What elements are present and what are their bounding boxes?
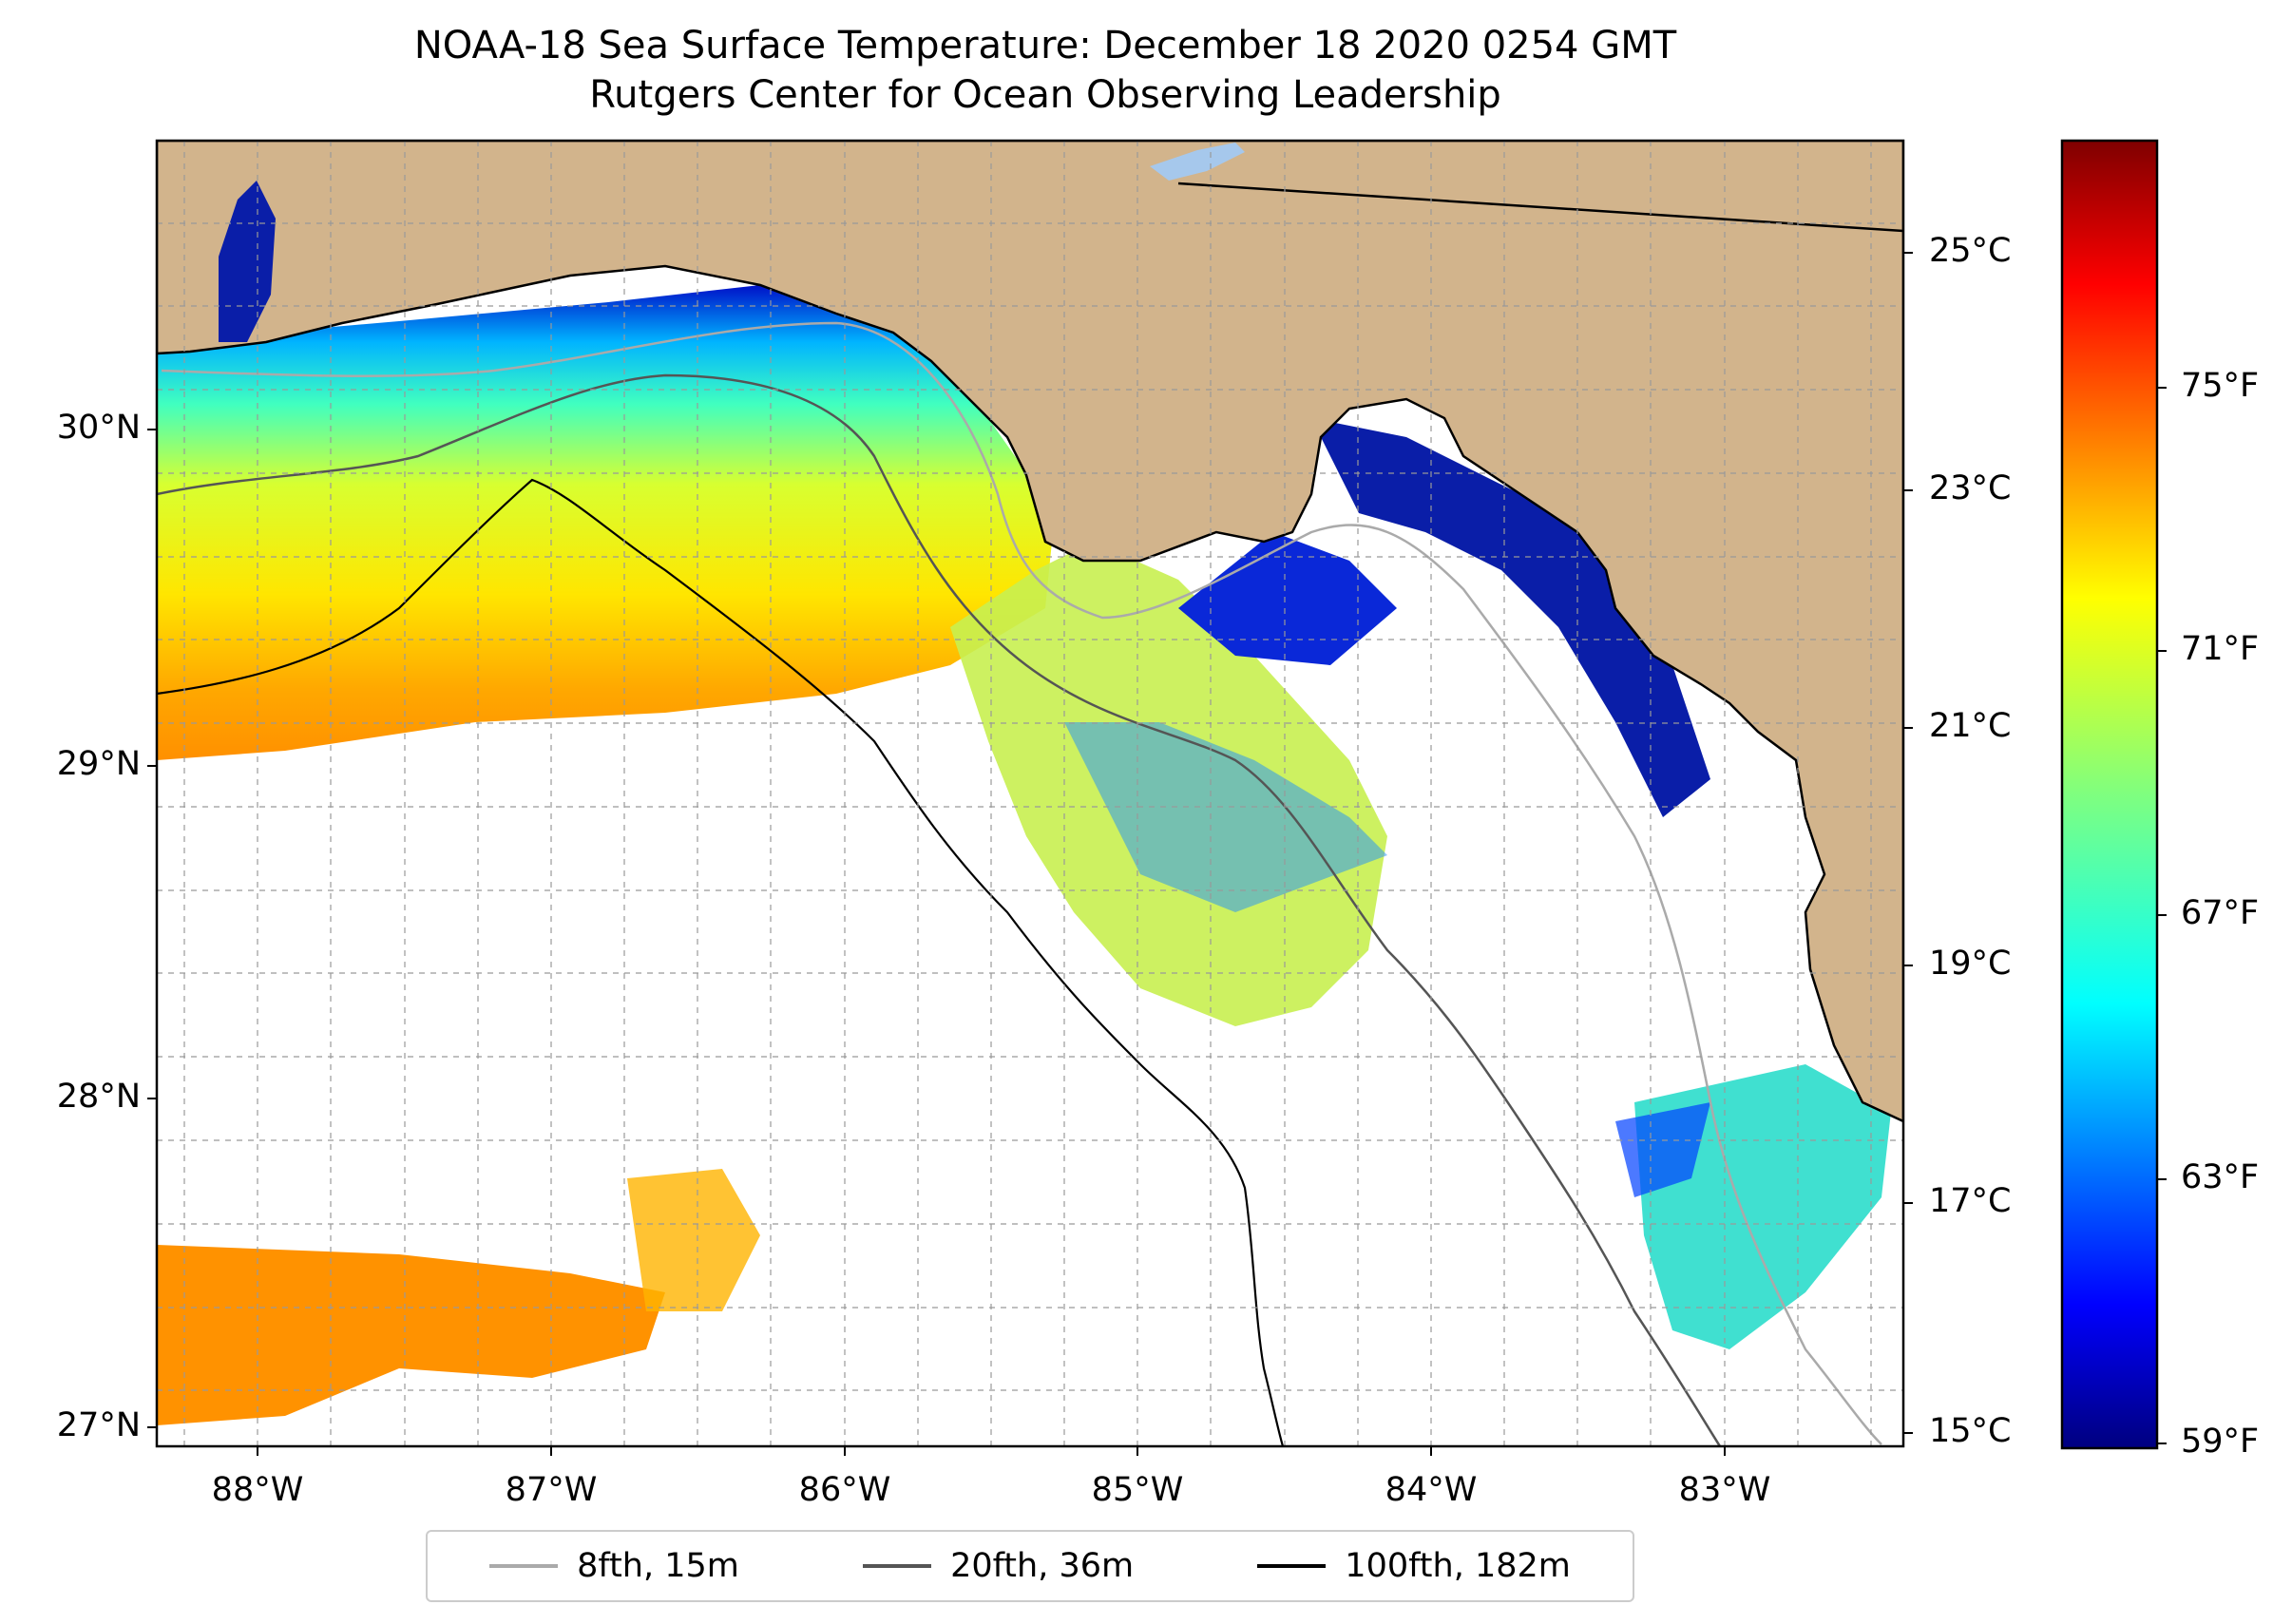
celsius-tick-label: 19°C — [1929, 945, 2012, 983]
sst-bigbend-field — [1178, 532, 1397, 665]
fahrenheit-tick-label: 71°F — [2181, 630, 2260, 668]
sst-tampa-cool — [1615, 1102, 1710, 1197]
mobile-bay — [219, 181, 276, 342]
fahrenheit-tick-label: 75°F — [2181, 367, 2260, 405]
celsius-tick-label: 25°C — [1929, 232, 2012, 270]
legend-item-15m: 8fth, 15m — [489, 1547, 739, 1585]
sst-west-field — [157, 285, 1055, 760]
fahrenheit-tick-label: 59°F — [2181, 1423, 2260, 1461]
map-subtitle: Rutgers Center for Ocean Observing Leade… — [589, 73, 1501, 117]
legend-swatch-gray-dark — [863, 1564, 932, 1568]
lat-tick-label: 27°N — [56, 1406, 141, 1444]
lon-tick-label: 84°W — [1385, 1471, 1478, 1509]
legend-swatch-black — [1257, 1564, 1327, 1568]
celsius-tick-label: 23°C — [1929, 469, 2012, 507]
graticule — [157, 141, 1903, 1446]
lat-tick-label: 29°N — [56, 745, 141, 783]
sst-central-cool — [1064, 722, 1387, 912]
state-border — [1177, 182, 1903, 233]
sst-apalachee-field — [1311, 418, 1710, 817]
sst-south-warm — [157, 1245, 665, 1425]
lon-tick-label: 85°W — [1091, 1471, 1184, 1509]
lon-tick-label: 87°W — [505, 1471, 598, 1509]
lat-tick-label: 28°N — [56, 1078, 141, 1116]
legend-item-182m: 100fth, 182m — [1257, 1547, 1571, 1585]
map-title: NOAA-18 Sea Surface Temperature: Decembe… — [413, 24, 1677, 67]
celsius-tick-label: 15°C — [1929, 1412, 2012, 1450]
legend-label: 20fth, 36m — [950, 1547, 1135, 1585]
lon-tick-label: 83°W — [1678, 1471, 1771, 1509]
depth-legend: 8fth, 15m 20fth, 36m 100fth, 182m — [426, 1530, 1634, 1602]
fahrenheit-tick-label: 63°F — [2181, 1158, 2260, 1196]
lake — [1150, 143, 1245, 181]
legend-item-36m: 20fth, 36m — [863, 1547, 1134, 1585]
colorbar — [2060, 139, 2159, 1450]
contour-15m — [161, 321, 1882, 1445]
legend-label: 100fth, 182m — [1345, 1547, 1571, 1585]
sst-scattered-warm — [627, 1169, 760, 1311]
legend-label: 8fth, 15m — [577, 1547, 739, 1585]
contour-182m — [157, 478, 1285, 1446]
land-north — [157, 141, 1903, 1123]
fahrenheit-tick-label: 67°F — [2181, 894, 2260, 932]
lon-tick-label: 86°W — [798, 1471, 891, 1509]
celsius-tick-label: 17°C — [1929, 1182, 2012, 1220]
lon-tick-label: 88°W — [211, 1471, 304, 1509]
legend-swatch-gray-light — [489, 1564, 559, 1568]
contour-36m — [157, 373, 1722, 1446]
celsius-tick-label: 21°C — [1929, 707, 2012, 745]
lat-tick-label: 30°N — [56, 409, 141, 447]
